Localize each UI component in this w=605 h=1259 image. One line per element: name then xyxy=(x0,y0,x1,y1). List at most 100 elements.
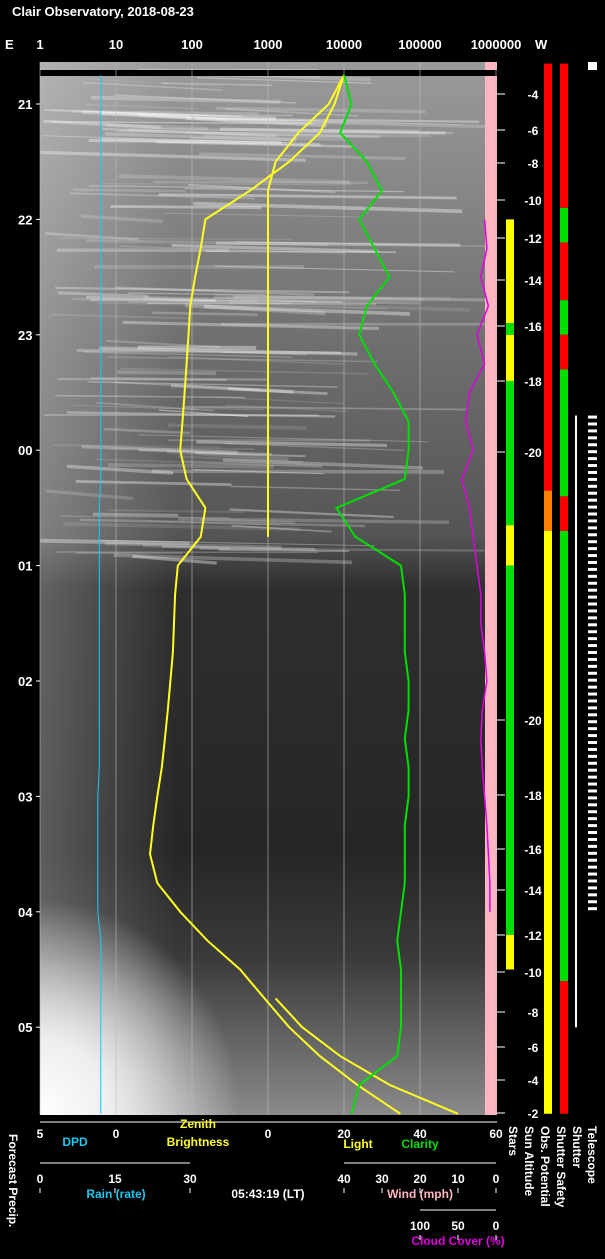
time-tick-label: 03 xyxy=(18,789,32,804)
telescope-tick xyxy=(588,838,597,841)
streak xyxy=(152,471,444,472)
scale-tick-label: 40 xyxy=(413,1127,427,1141)
plot-area xyxy=(40,62,513,1115)
status-segment xyxy=(544,491,552,531)
telescope-tick xyxy=(588,457,597,460)
telescope-tick xyxy=(588,672,597,675)
time-tick-label: 05 xyxy=(18,1020,32,1035)
sun-altitude-label: -16 xyxy=(524,320,542,334)
status-segment xyxy=(544,531,552,1114)
status-segment xyxy=(506,219,514,323)
telescope-tick xyxy=(588,693,597,696)
status-segment xyxy=(575,496,577,1027)
telescope-tick xyxy=(588,727,597,730)
streak xyxy=(93,514,178,515)
time-tick-label: 00 xyxy=(18,443,32,458)
telescope-tick xyxy=(588,423,597,426)
sun-altitude-label: -8 xyxy=(528,157,539,171)
telescope-tick xyxy=(588,554,597,557)
wind-band xyxy=(485,62,497,1115)
telescope-tick xyxy=(588,866,597,869)
brightness-tick-label: 100000 xyxy=(398,37,441,52)
forecast-precip-label: Forecast Precip. xyxy=(6,1134,20,1227)
sun-altitude-label: -2 xyxy=(528,1107,539,1121)
sun-altitude-label: -12 xyxy=(524,929,542,943)
telescope-tick xyxy=(588,852,597,855)
streak xyxy=(206,251,396,252)
scale-tick-label: 40 xyxy=(337,1172,351,1186)
status-segment xyxy=(506,381,514,525)
sun-altitude-label: -14 xyxy=(524,884,542,898)
telescope-tick xyxy=(588,499,597,502)
telescope-tick xyxy=(588,623,597,626)
telescope-tick xyxy=(588,506,597,509)
telescope-tick xyxy=(588,893,597,896)
rain-label: Rain (rate) xyxy=(86,1187,145,1201)
dpd-label: DPD xyxy=(62,1135,88,1149)
telescope-tick xyxy=(588,706,597,709)
scale-tick-label: 0 xyxy=(265,1127,272,1141)
telescope-tick xyxy=(588,796,597,799)
time-tick-label: 02 xyxy=(18,674,32,689)
status-segment xyxy=(506,935,514,970)
telescope-tick xyxy=(588,776,597,779)
streak xyxy=(40,541,189,544)
telescope-tick xyxy=(588,803,597,806)
west-label: W xyxy=(535,37,548,52)
telescope-tick xyxy=(588,651,597,654)
telescope-tick xyxy=(588,416,597,419)
telescope-tick xyxy=(588,526,597,529)
twilight-glow xyxy=(40,900,240,1115)
telescope-tick xyxy=(588,519,597,522)
sun-altitude-label: -14 xyxy=(524,274,542,288)
status-segment xyxy=(560,981,568,1114)
sun-altitude-label: -4 xyxy=(528,1074,539,1088)
status-segment xyxy=(575,416,577,497)
streak xyxy=(216,243,460,245)
scale-tick-label: 30 xyxy=(375,1172,389,1186)
telescope-tick xyxy=(588,589,597,592)
telescope-tick xyxy=(588,596,597,599)
telescope-tick xyxy=(588,879,597,882)
status-column-label: Shutter xyxy=(570,1126,584,1168)
brightness-tick-label: 10000 xyxy=(326,37,362,52)
telescope-tick xyxy=(588,679,597,682)
telescope-tick xyxy=(588,817,597,820)
status-segment xyxy=(560,496,568,531)
status-segment xyxy=(560,335,568,370)
status-segment xyxy=(506,335,514,381)
telescope-tick xyxy=(588,907,597,910)
telescope-tick xyxy=(588,755,597,758)
telescope-tick xyxy=(588,575,597,578)
telescope-tick xyxy=(588,713,597,716)
status-column-label: Sun Altitude xyxy=(522,1126,536,1197)
telescope-tick xyxy=(588,637,597,640)
telescope-tick xyxy=(588,450,597,453)
sun-altitude-label: -10 xyxy=(524,194,542,208)
telescope-tick xyxy=(588,582,597,585)
streak xyxy=(117,372,216,373)
telescope-tick xyxy=(588,900,597,903)
telescope-tick xyxy=(588,762,597,765)
status-segment xyxy=(560,531,568,981)
telescope-tick xyxy=(588,513,597,516)
sun-altitude-label: -6 xyxy=(528,1041,539,1055)
zenith-label: Zenith xyxy=(180,1117,216,1131)
telescope-tick xyxy=(588,471,597,474)
status-segment xyxy=(560,64,568,208)
telescope-tick xyxy=(588,845,597,848)
sun-altitude-label: -20 xyxy=(524,446,542,460)
scale-tick-label: 20 xyxy=(337,1127,351,1141)
telescope-tick xyxy=(588,658,597,661)
time-tick-label: 22 xyxy=(18,212,32,227)
telescope-tick xyxy=(588,810,597,813)
status-segment xyxy=(560,208,568,243)
sun-altitude-label: -6 xyxy=(528,124,539,138)
telescope-tick xyxy=(588,789,597,792)
telescope-tick xyxy=(588,429,597,432)
telescope-tick xyxy=(588,769,597,772)
scale-tick-label: 50 xyxy=(451,1219,465,1233)
telescope-tick xyxy=(588,485,597,488)
streak xyxy=(226,297,451,298)
